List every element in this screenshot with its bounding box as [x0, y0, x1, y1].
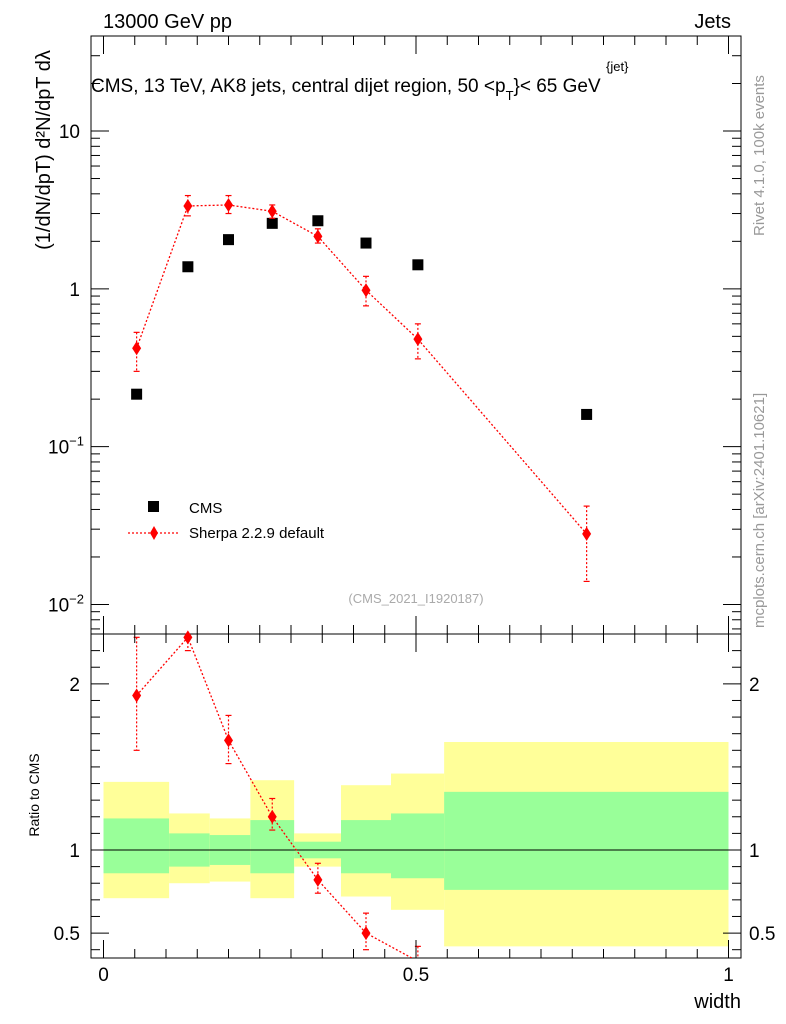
cms-point-4 [312, 215, 324, 227]
sherpa-point-7 [582, 526, 592, 541]
cms-point-6 [412, 259, 424, 271]
sherpa-error-5 [363, 275, 369, 307]
sherpa-point-4 [313, 229, 323, 244]
main-ytick-label-3: 10−2 [48, 591, 84, 616]
ratio-ytick-label-left-2: 0.5 [54, 924, 80, 945]
xtick-label-1: 0.5 [403, 965, 429, 986]
sherpa-error-0 [133, 331, 140, 372]
legend: CMS Sherpa 2.2.9 default [128, 500, 325, 542]
legend-cms-label: CMS [189, 500, 222, 517]
ratio-point-0 [132, 688, 142, 703]
stat-band-7 [444, 791, 729, 890]
legend-cms-marker [148, 501, 159, 512]
sherpa-point-1 [183, 198, 193, 213]
plot-title-tail: }< 65 GeV [514, 76, 601, 97]
mcplots-label: mcplots.cern.ch [arXiv:2401.10621] [751, 393, 768, 628]
legend-sherpa-label: Sherpa 2.2.9 default [189, 525, 325, 542]
ratio-ytick-label-right-1: 1 [749, 841, 760, 862]
main-ytick-label-base-2: 10 [48, 438, 69, 459]
main-ytick-label-2: 10−1 [48, 434, 84, 459]
ratio-error-5 [363, 912, 369, 951]
stat-band-3 [250, 820, 295, 874]
ratio-point-5 [361, 926, 371, 941]
x-axis-label: width [693, 991, 741, 1013]
cms-point-7 [581, 408, 593, 420]
main-ytick-label-base-3: 10 [48, 595, 69, 616]
y-axis-label-text: (1/dN/dpT) d²N/dpT dλ [33, 50, 55, 250]
ratio-point-2 [224, 733, 233, 748]
main-ytick-label-exp-3: −2 [69, 591, 84, 606]
ratio-ytick-label-left-1: 1 [69, 841, 80, 862]
sherpa-point-3 [267, 204, 277, 219]
xtick-label-0: 0 [98, 965, 109, 986]
plot-title-sup: {jet} [606, 59, 629, 74]
main-frame-box [90, 35, 742, 635]
cms-point-3 [266, 217, 278, 229]
stat-band-5 [341, 820, 391, 874]
main-ytick-label-base-1: 1 [69, 280, 80, 301]
rivet-label: Rivet 4.1.0, 100k events [751, 75, 768, 236]
main-ytick-label-0: 10 [59, 122, 80, 143]
sherpa-point-5 [361, 283, 371, 298]
stat-band-6 [391, 813, 445, 879]
ratio-ytick-label-right-0: 2 [749, 675, 760, 696]
sherpa-point-6 [413, 332, 423, 347]
stat-band-0 [103, 818, 170, 874]
ratio-ytick-label-right-2: 0.5 [749, 924, 775, 945]
header-left: 13000 GeV pp [103, 11, 232, 33]
plot-title-main: CMS, 13 TeV, AK8 jets, central dijet reg… [91, 76, 506, 97]
cms-point-0 [131, 388, 143, 400]
sherpa-point-0 [132, 341, 142, 356]
ratio-point-1 [183, 630, 193, 645]
sherpa-point-2 [224, 197, 233, 212]
data-points [131, 194, 593, 958]
ratio-point-3 [267, 809, 277, 824]
ratio-uncertainty-bands [103, 742, 729, 947]
cms-point-1 [182, 261, 194, 273]
header-right: Jets [694, 11, 731, 33]
y-axis-label: (1/dN/dpT) d²N/dpT dλ [33, 50, 55, 250]
main-ytick-label-exp-2: −1 [69, 434, 84, 449]
ratio-error-3 [269, 797, 276, 831]
main-panel-frame [90, 35, 742, 635]
watermark: (CMS_2021_I1920187) [348, 591, 483, 606]
main-ytick-label-base-0: 10 [59, 122, 80, 143]
plot-title: CMS, 13 TeV, AK8 jets, central dijet reg… [91, 76, 601, 103]
cms-point-2 [223, 234, 234, 246]
main-ytick-label-1: 1 [69, 280, 80, 301]
sherpa-main-line [136, 204, 588, 535]
sherpa-error-7 [583, 505, 590, 583]
ratio-axis-label: Ratio to CMS [26, 753, 42, 836]
legend-sherpa-marker [150, 526, 158, 540]
ratio-point-4 [313, 872, 323, 887]
ratio-error-4 [314, 862, 321, 894]
cms-point-5 [360, 237, 372, 249]
plot-title-sub: T [506, 88, 514, 103]
ratio-ytick-label-left-0: 2 [69, 675, 80, 696]
xtick-label-2: 1 [723, 965, 734, 986]
